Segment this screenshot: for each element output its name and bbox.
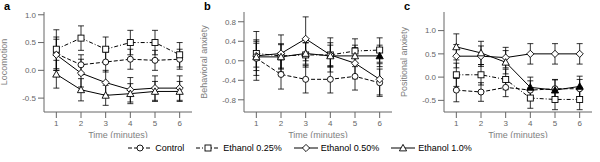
- svg-text:0.0: 0.0: [225, 57, 237, 66]
- svg-text:-0.5: -0.5: [22, 94, 36, 103]
- svg-text:1: 1: [54, 119, 59, 128]
- svg-text:6: 6: [377, 119, 382, 128]
- svg-text:Behavioral anxiety: Behavioral anxiety: [200, 25, 209, 99]
- html-text:a: a: [4, 0, 11, 12]
- html-text:c: c: [404, 0, 411, 12]
- svg-text:-0.5: -0.5: [422, 96, 436, 105]
- svg-text:Positional anxiety: Positional anxiety: [400, 26, 409, 97]
- svg-text:0.4: 0.4: [225, 37, 237, 46]
- svg-text:-0.8: -0.8: [222, 96, 236, 105]
- svg-text:5: 5: [153, 119, 158, 128]
- html-text:Ethanol 0.50%: Ethanol 0.50%: [320, 143, 380, 153]
- svg-text:1.0: 1.0: [25, 11, 37, 20]
- html-text:Control: Control: [155, 143, 185, 153]
- svg-text:Time (minutes): Time (minutes): [488, 130, 548, 138]
- svg-text:4: 4: [128, 119, 133, 128]
- svg-text:6: 6: [577, 119, 582, 128]
- svg-text:1.0: 1.0: [425, 26, 437, 35]
- html-text:Ethanol 0.25%: Ethanol 0.25%: [223, 143, 282, 153]
- svg-text:0.0: 0.0: [25, 66, 37, 75]
- svg-text:0.8: 0.8: [225, 18, 237, 27]
- svg-text:Locomotion: Locomotion: [8, 39, 9, 86]
- svg-text:1: 1: [254, 119, 259, 128]
- svg-text:Time (minutes): Time (minutes): [288, 130, 348, 138]
- svg-text:-0.4: -0.4: [222, 76, 236, 85]
- svg-text:3: 3: [103, 119, 108, 128]
- svg-text:0.5: 0.5: [425, 50, 437, 59]
- svg-text:4: 4: [328, 119, 333, 128]
- svg-text:6: 6: [177, 119, 182, 128]
- html-text:Ethanol 1.0%: Ethanol 1.0%: [418, 143, 472, 153]
- svg-text:0.5: 0.5: [25, 38, 37, 47]
- svg-text:5: 5: [553, 119, 558, 128]
- svg-text:2: 2: [479, 119, 484, 128]
- svg-text:5: 5: [353, 119, 358, 128]
- svg-text:2: 2: [79, 119, 84, 128]
- svg-text:0.0: 0.0: [425, 73, 437, 82]
- svg-text:3: 3: [303, 119, 308, 128]
- html-text:b: b: [204, 0, 211, 12]
- svg-text:1: 1: [454, 119, 459, 128]
- svg-text:2: 2: [279, 119, 284, 128]
- svg-text:4: 4: [528, 119, 533, 128]
- svg-text:3: 3: [503, 119, 508, 128]
- svg-text:Time (minutes): Time (minutes): [88, 130, 148, 138]
